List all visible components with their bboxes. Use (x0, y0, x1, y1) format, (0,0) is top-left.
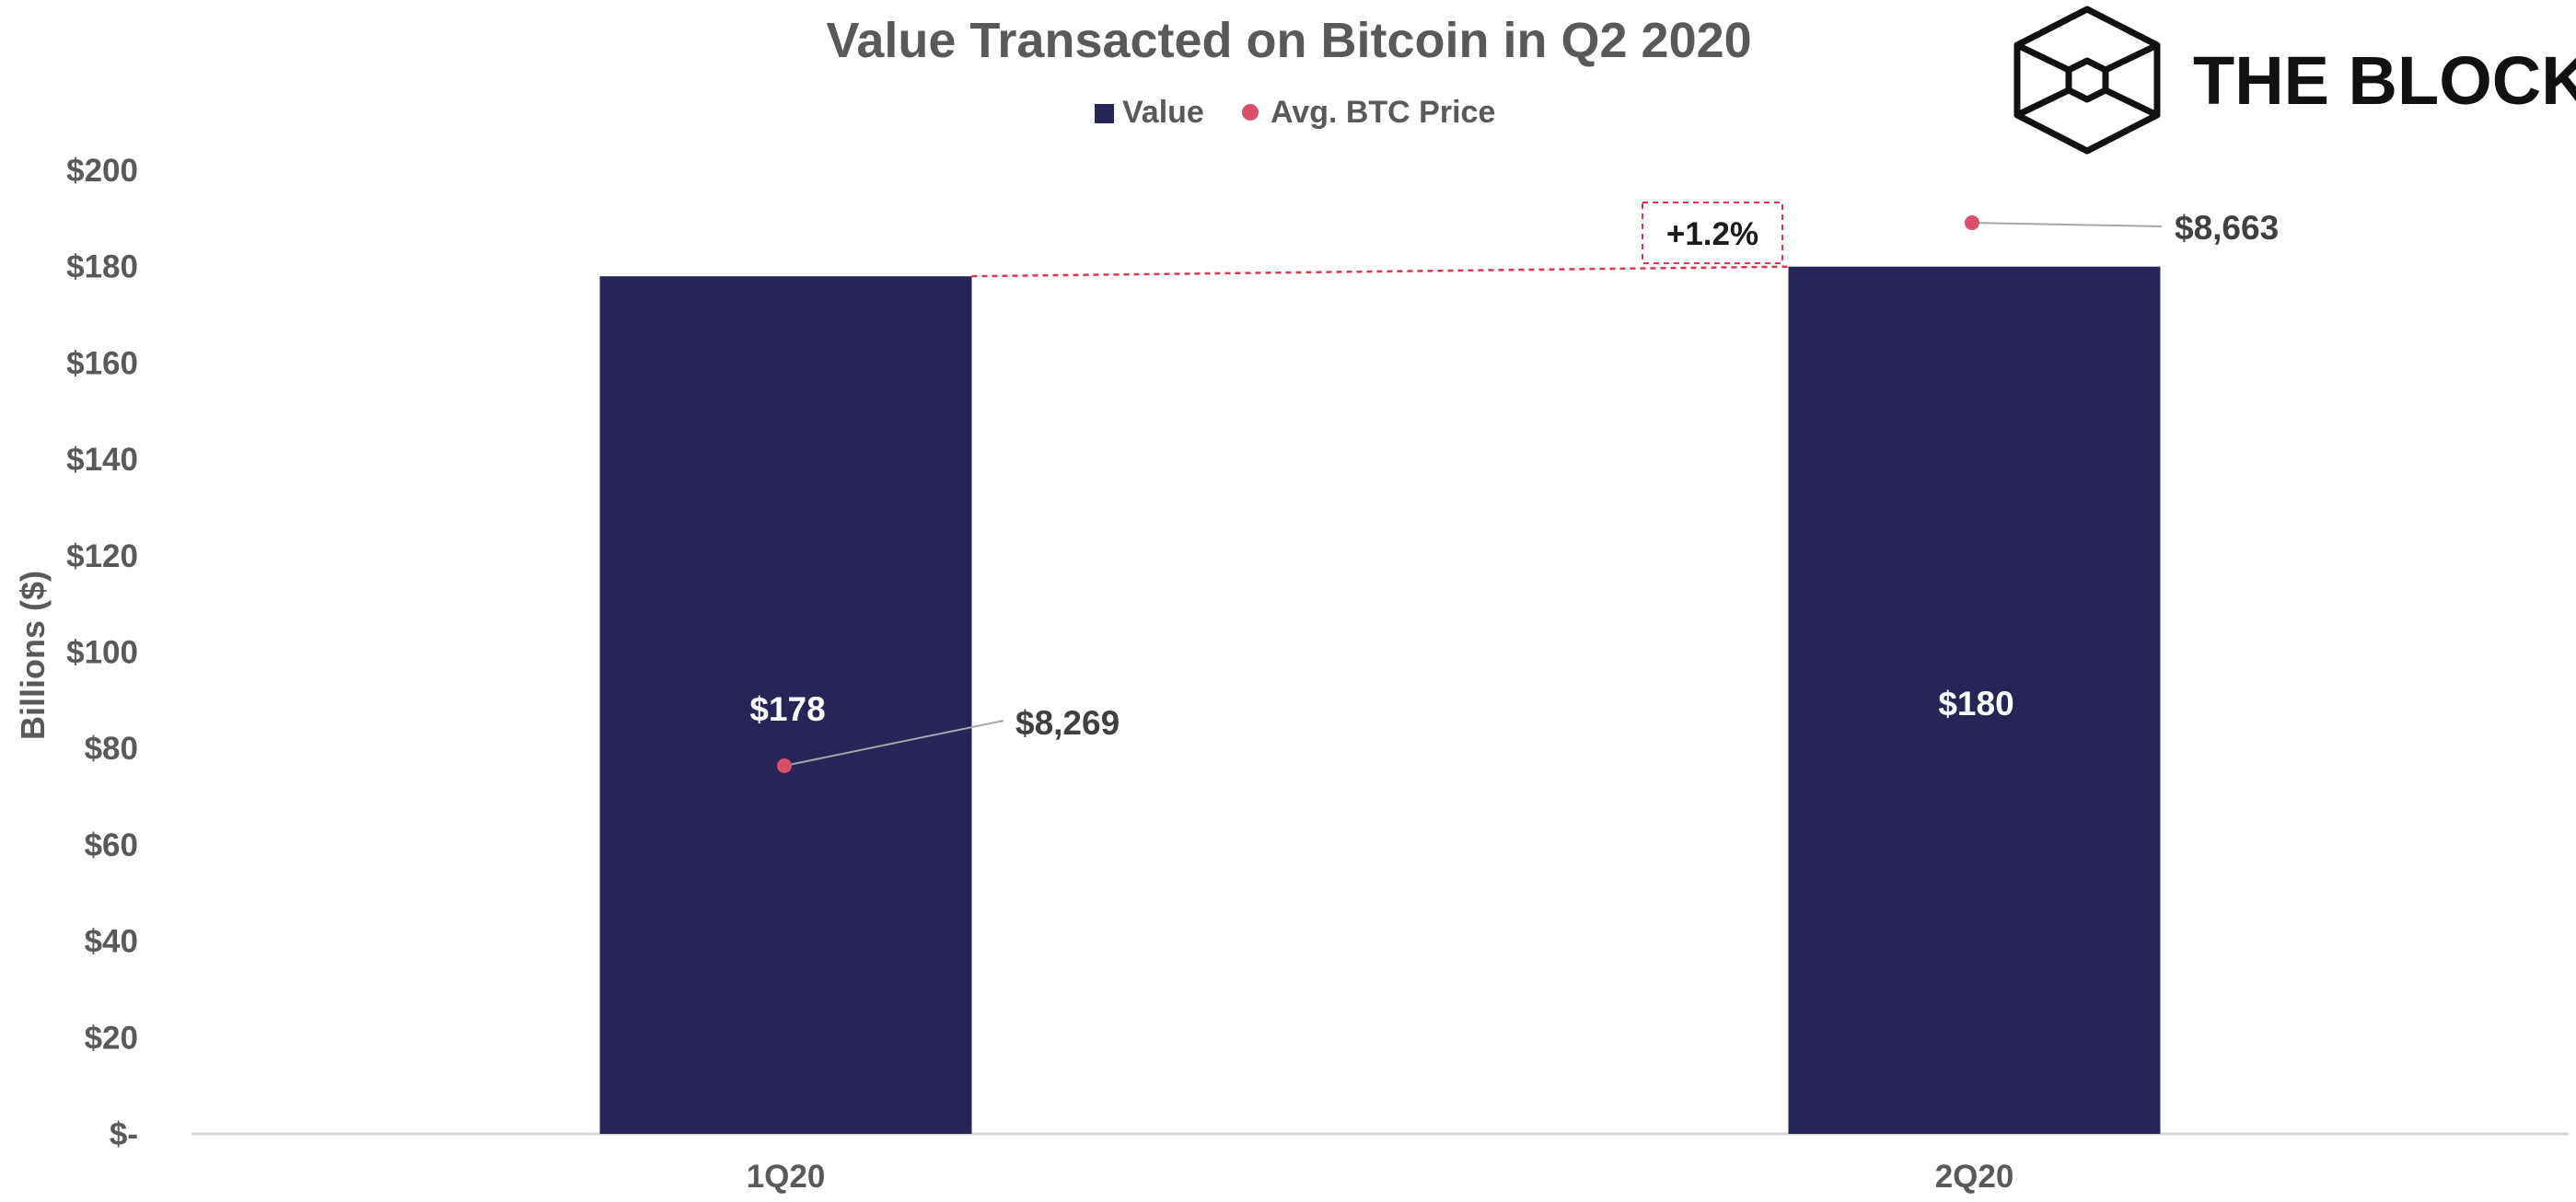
y-tick-label: $40 (85, 924, 138, 960)
logo: THE BLOCK (2013, 6, 2576, 155)
y-tick-label: $120 (66, 538, 138, 574)
price-point (1965, 215, 1979, 230)
y-tick-label: $160 (66, 345, 138, 381)
price-point (777, 758, 792, 773)
legend: Value Avg. BTC Price (1095, 95, 1495, 130)
y-axis-title: Billions ($) (14, 571, 52, 740)
legend-label-value: Value (1122, 95, 1204, 130)
chart-title: Value Transacted on Bitcoin in Q2 2020 (826, 13, 1751, 68)
annotations: $178 $180 $8,269 $8,663 +1.2% (749, 202, 2279, 773)
y-tick-label: $140 (66, 442, 138, 478)
bar-1Q20 (599, 276, 972, 1134)
bars (599, 266, 2161, 1134)
y-tick-label: $180 (66, 249, 138, 285)
price-label: $8,663 (2175, 209, 2279, 247)
price-leader-line (783, 720, 1004, 767)
change-annotation-box (1642, 202, 1783, 264)
price-label: $8,269 (1015, 704, 1120, 742)
x-tick-label: 1Q20 (747, 1159, 826, 1195)
legend-label-price: Avg. BTC Price (1271, 95, 1495, 130)
legend-swatch-value (1095, 104, 1114, 123)
y-tick-label: $- (110, 1116, 138, 1152)
y-tick-label: $80 (85, 731, 138, 767)
y-tick-label: $20 (85, 1020, 138, 1056)
legend-swatch-price (1242, 104, 1259, 121)
y-tick-label: $60 (85, 827, 138, 863)
logo-text: THE BLOCK (2193, 42, 2576, 119)
x-axis-ticks: 1Q20 2Q20 (747, 1159, 2014, 1195)
y-axis-ticks: $- $20 $40 $60 $80 $100 $120 $140 $160 $180 $200 (66, 153, 138, 1152)
x-tick-label: 2Q20 (1935, 1159, 2014, 1195)
y-tick-label: $100 (66, 635, 138, 671)
cube-icon (2013, 6, 2161, 155)
price-leader-line (1971, 222, 2163, 227)
bar-2Q20 (1788, 266, 2161, 1134)
change-annotation-label: +1.2% (1666, 216, 1758, 252)
change-connector-line (971, 265, 1789, 278)
y-tick-label: $200 (66, 153, 138, 189)
bar-value-label: $178 (749, 690, 825, 728)
bar-value-label: $180 (1938, 685, 2013, 722)
